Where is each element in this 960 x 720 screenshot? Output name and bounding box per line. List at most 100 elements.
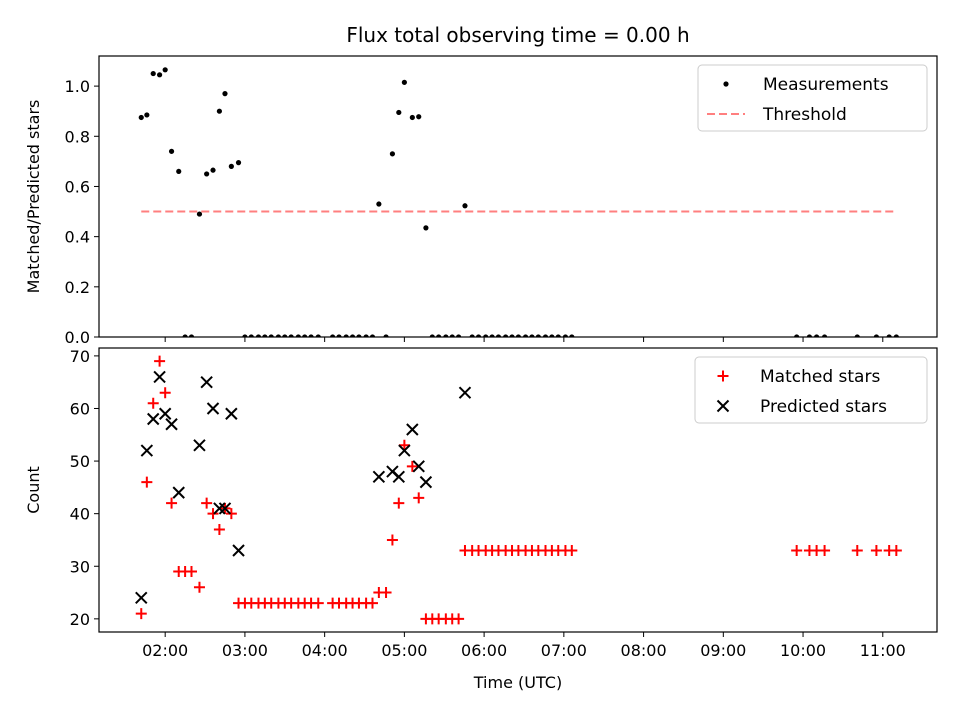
data-point [268, 334, 274, 337]
data-point [302, 334, 308, 337]
data-point [409, 114, 415, 121]
data-point [380, 587, 392, 599]
data-point [870, 544, 882, 556]
x-tick-label: 09:00 [700, 641, 746, 660]
data-point [562, 334, 569, 337]
data-point [213, 502, 226, 515]
data-point [529, 334, 535, 337]
legend-label: Threshold [762, 105, 847, 125]
data-point [166, 497, 178, 509]
axes-frame [98, 347, 938, 633]
data-point [242, 334, 248, 337]
data-point [366, 597, 378, 609]
x-tick-label: 05:00 [381, 641, 427, 660]
data-point [207, 508, 219, 520]
data-point [555, 334, 561, 337]
data-point [154, 355, 166, 367]
data-point [515, 334, 521, 337]
data-point [201, 497, 213, 509]
data-point [336, 334, 342, 337]
axes-frame [98, 55, 938, 338]
data-point [806, 334, 813, 337]
data-point [255, 334, 262, 337]
data-point [206, 402, 220, 415]
data-point [135, 608, 147, 620]
series-matched-stars [135, 355, 902, 625]
y-tick-label: 1.0 [65, 77, 90, 96]
data-point [185, 566, 197, 578]
legend-swatch [716, 399, 730, 413]
y-tick-label: 50 [70, 452, 90, 471]
y-tick-label: 0.6 [65, 177, 90, 196]
data-point [222, 91, 228, 97]
data-point [503, 334, 509, 337]
y-tick-label: 0.4 [65, 228, 90, 247]
data-point [495, 334, 502, 337]
data-point [165, 418, 178, 431]
data-point [225, 508, 237, 520]
data-point [213, 523, 225, 535]
data-point [343, 334, 349, 337]
data-point [406, 460, 418, 472]
data-point [262, 334, 268, 337]
data-point [369, 334, 376, 337]
data-point [483, 334, 489, 337]
legend-box [694, 356, 928, 424]
data-point [791, 544, 803, 556]
data-point [232, 544, 245, 557]
legend: Matched stars Predicted stars [694, 356, 928, 424]
data-point [873, 334, 880, 337]
chart-title: Flux total observing time = 0.00 h [346, 23, 689, 47]
data-point [235, 160, 242, 166]
data-point [172, 486, 185, 499]
data-point [566, 544, 578, 556]
data-point [469, 334, 475, 337]
data-point [372, 470, 386, 484]
data-point [176, 168, 182, 175]
data-point [398, 444, 411, 457]
data-point [401, 79, 407, 85]
data-point [218, 502, 232, 515]
legend-label: Predicted stars [760, 397, 887, 417]
data-point [147, 412, 160, 426]
x-tick-label: 04:00 [302, 641, 348, 660]
plot-area [138, 67, 899, 337]
data-point [153, 370, 166, 384]
data-point [443, 334, 449, 337]
data-point [210, 167, 216, 173]
data-point [535, 334, 541, 337]
x-tick-label: 02:00 [142, 641, 188, 660]
legend-box [697, 64, 928, 132]
data-point [282, 334, 288, 337]
data-point [449, 334, 455, 337]
x-tick-label: 11:00 [860, 641, 906, 660]
data-point [522, 334, 529, 337]
data-point [193, 439, 206, 452]
panel-2: 20 30 40 50 60 70 02:00 03:00 04:00 05:00 06:00 07:… [24, 347, 938, 692]
x-tick-label: 08:00 [621, 641, 667, 660]
y-tick-label: 0.8 [65, 127, 90, 146]
legend: Measurements Threshold [697, 64, 928, 132]
data-point [396, 109, 402, 116]
y-axis-label: Count [24, 466, 43, 514]
data-point [356, 334, 362, 337]
series-predicted-stars [135, 370, 472, 605]
x-tick-label: 06:00 [461, 641, 507, 660]
data-point [225, 407, 238, 420]
y-tick-label: 40 [70, 505, 90, 524]
data-point [542, 334, 549, 337]
data-point [330, 334, 336, 337]
data-point [851, 544, 863, 556]
data-point [794, 334, 800, 337]
data-point [569, 334, 575, 337]
legend-label: Matched stars [760, 367, 880, 387]
data-point [312, 597, 324, 609]
data-point [413, 492, 425, 504]
data-point [412, 460, 425, 473]
data-point [204, 171, 210, 177]
data-point [162, 67, 168, 73]
data-point [159, 387, 171, 399]
data-point [141, 476, 153, 488]
data-point [398, 439, 410, 451]
